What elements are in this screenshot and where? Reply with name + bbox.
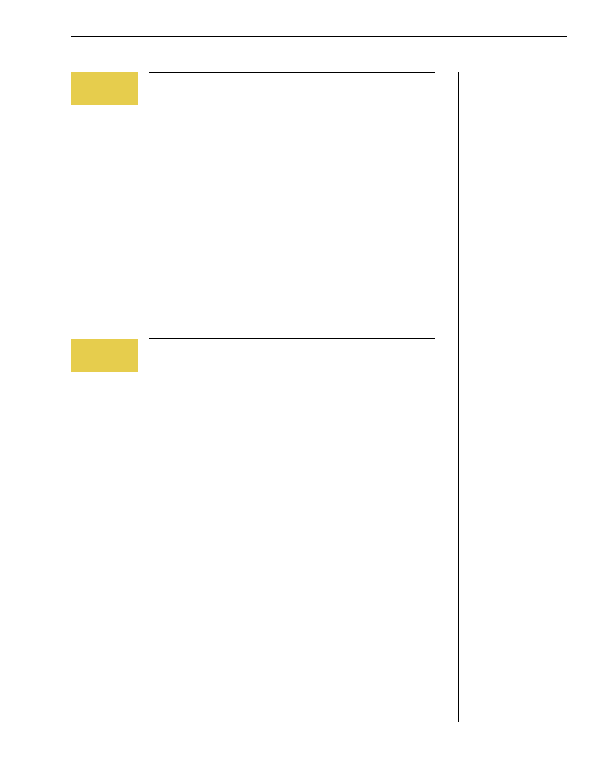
column-divider [458,72,459,722]
section-rule-2 [149,338,435,339]
section-tab-2 [71,339,138,372]
header-rule [71,36,567,37]
section-tab-1 [71,72,138,105]
section-rule-1 [149,72,435,73]
